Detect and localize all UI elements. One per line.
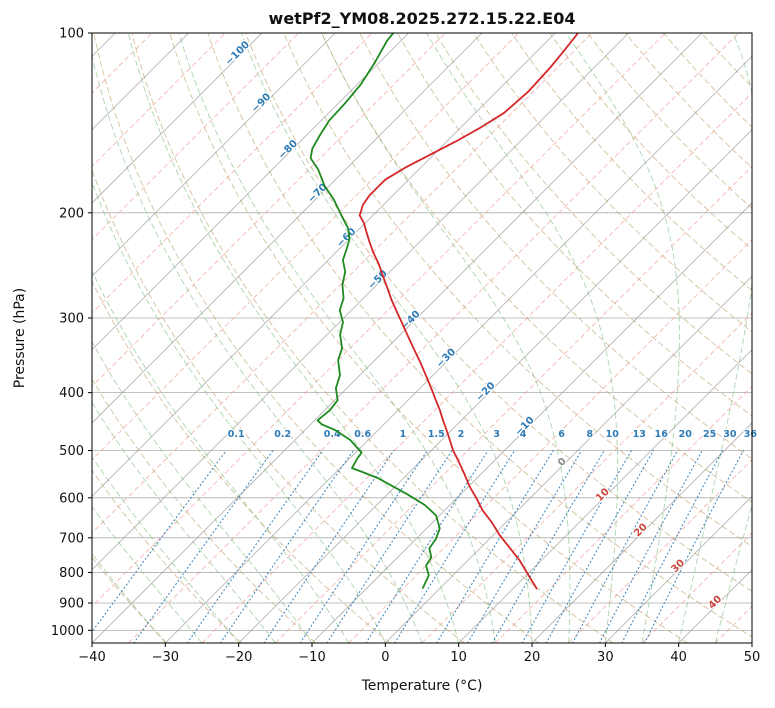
x-axis-label: Temperature (°C): [361, 678, 483, 694]
mixing-ratio-label: 0.6: [354, 429, 371, 440]
x-tick-label: −40: [78, 650, 105, 665]
mixing-ratio-label: 6: [558, 429, 565, 440]
isotherm-label: 20: [632, 522, 650, 540]
isotherm-label: −80: [276, 138, 300, 162]
mixing-ratio-label: 8: [586, 429, 593, 440]
y-tick-label: 500: [59, 444, 84, 459]
mixing-ratio-label: 25: [703, 429, 716, 440]
x-tick-label: 30: [597, 650, 614, 665]
dry-adiabats: [92, 33, 752, 643]
axis-ticks-and-labels: −40 −30 −20 −10 0 10 20 30 40 5010020030040050060…: [51, 27, 760, 665]
isotherm-label: −90: [250, 91, 274, 115]
isotherm-label: −100: [224, 39, 252, 67]
x-tick-label: 40: [670, 650, 687, 665]
isotherm-minor-lines: [92, 33, 752, 643]
dewpoint-curve: [309, 33, 441, 589]
x-tick-label: −10: [298, 650, 325, 665]
mixing-ratio-labels: 0.1 0.2 0.4 0.6 1 1.5 2 3 4 6 8 10 13 16 20 25 30 36: [227, 428, 759, 442]
y-tick-label: 100: [59, 27, 84, 42]
mixing-ratio-label: 30: [723, 429, 737, 440]
x-tick-label: 0: [381, 650, 389, 665]
mixing-ratio-lines: [92, 449, 744, 643]
temperature-curve: [358, 33, 579, 590]
moist-adiabats: [92, 33, 752, 643]
mixing-ratio-label: 16: [655, 429, 669, 440]
x-tick-label: −20: [225, 650, 252, 665]
mixing-ratio-label: 20: [679, 429, 693, 440]
mixing-ratio-label: 3: [493, 429, 500, 440]
isotherm-lines: [92, 33, 752, 643]
mixing-ratio-label: 0.2: [274, 429, 291, 440]
x-tick-label: 50: [744, 650, 761, 665]
isotherm-label: 0: [556, 456, 569, 469]
isotherm-label: −30: [435, 347, 459, 371]
y-tick-label: 900: [59, 597, 84, 612]
y-tick-label: 600: [59, 491, 84, 506]
x-tick-label: −30: [152, 650, 179, 665]
mixing-ratio-label: 1.5: [428, 429, 445, 440]
mixing-ratio-label: 10: [606, 429, 620, 440]
y-tick-label: 200: [59, 206, 84, 221]
mixing-ratio-label: 2: [458, 429, 465, 440]
mixing-ratio-label: 36: [744, 429, 758, 440]
mixing-ratio-label: 4: [520, 429, 527, 440]
isotherm-label: −40: [399, 309, 423, 333]
chart-title: wetPf2_YM08.2025.272.15.22.E04: [268, 9, 576, 28]
isotherm-label: −50: [366, 268, 390, 292]
y-tick-label: 300: [59, 312, 84, 327]
isotherm-label: −70: [306, 182, 330, 206]
mixing-ratio-label: 1: [400, 429, 407, 440]
pressure-gridlines: [92, 32, 752, 631]
x-tick-label: 20: [524, 650, 541, 665]
profiles: [309, 33, 579, 590]
mixing-ratio-label: 0.1: [228, 429, 245, 440]
x-tick-label: 10: [450, 650, 467, 665]
y-tick-label: 1000: [51, 624, 84, 639]
mixing-ratio-label: 13: [633, 429, 646, 440]
isotherm-label: 40: [707, 594, 725, 612]
y-tick-label: 400: [59, 386, 84, 401]
y-tick-label: 800: [59, 566, 84, 581]
plot-border: [91, 32, 753, 644]
y-tick-label: 700: [59, 531, 84, 546]
mixing-ratio-label: 0.4: [324, 429, 341, 440]
